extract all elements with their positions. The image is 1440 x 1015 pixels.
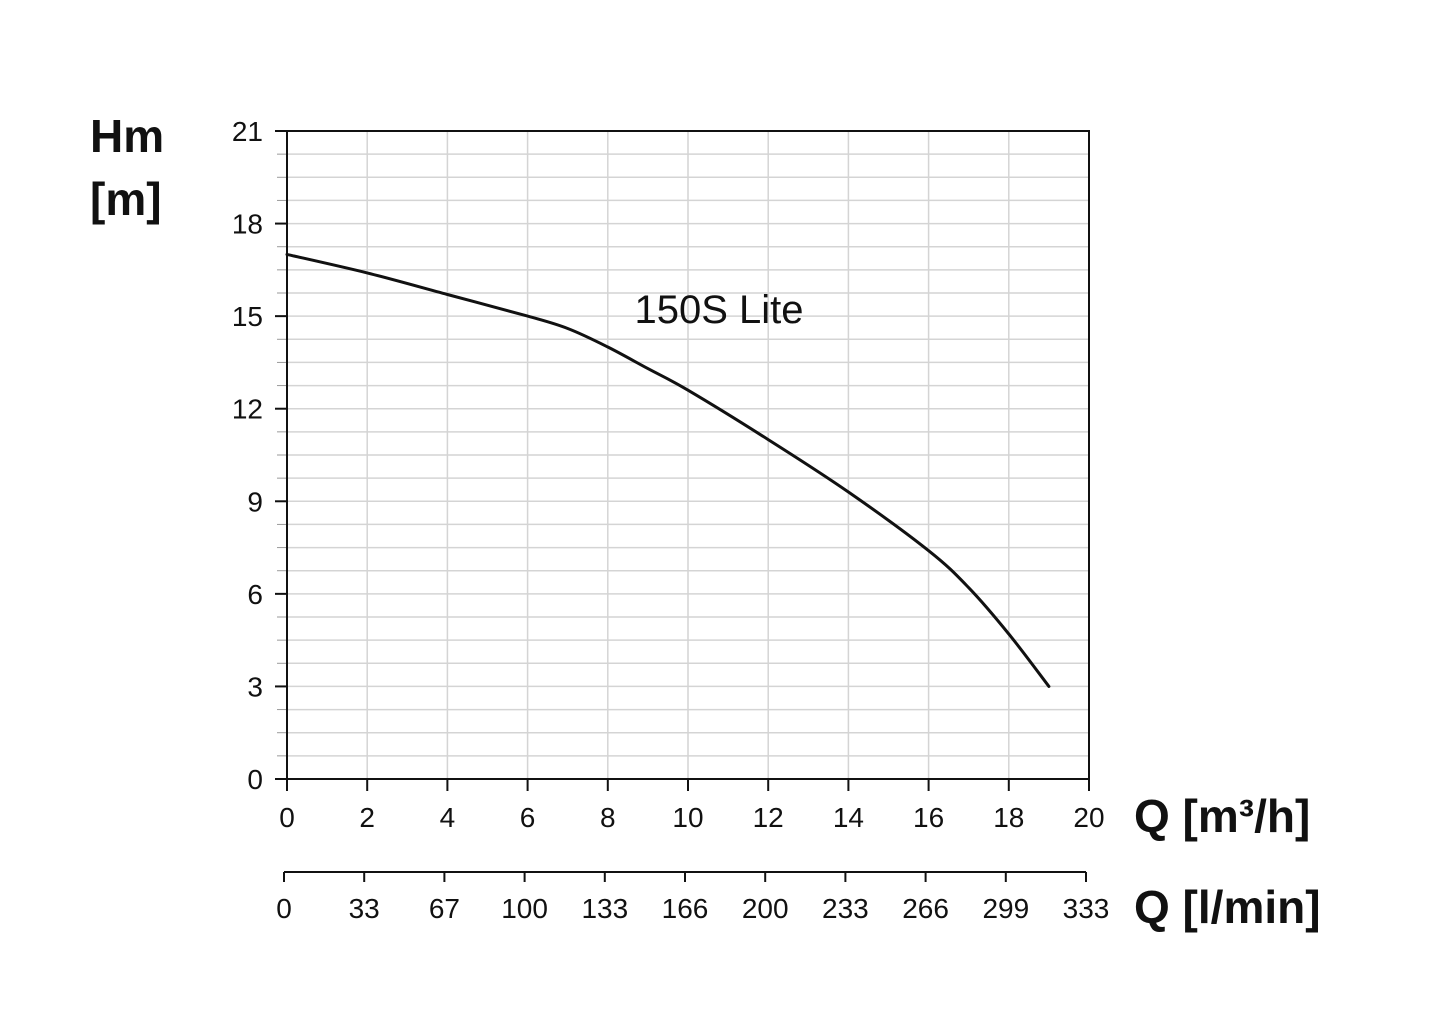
x2-tick-label: 133 <box>581 893 628 924</box>
x-tick-label: 18 <box>993 802 1024 833</box>
curve-annotation: 150S Lite <box>634 288 803 332</box>
x2-tick-label: 200 <box>742 893 789 924</box>
grid <box>277 131 1089 779</box>
y-tick-label: 0 <box>247 764 263 795</box>
y-tick-label: 21 <box>232 116 263 147</box>
x-tick-label: 16 <box>913 802 944 833</box>
x2-tick-label: 33 <box>349 893 380 924</box>
x-tick-label: 14 <box>833 802 864 833</box>
x-tick-label: 0 <box>279 802 295 833</box>
x2-tick-label: 67 <box>429 893 460 924</box>
x2-tick-label: 166 <box>662 893 709 924</box>
x-tick-label: 8 <box>600 802 616 833</box>
axes <box>275 130 1090 882</box>
x2-axis-title: Q [l/min] <box>1134 881 1321 933</box>
y-axis-title-line1: Hm <box>90 110 164 162</box>
x2-tick-label: 0 <box>276 893 292 924</box>
y-tick-label: 9 <box>247 486 263 517</box>
x-tick-label: 20 <box>1073 802 1104 833</box>
x-tick-label: 12 <box>753 802 784 833</box>
y-tick-label: 18 <box>232 209 263 240</box>
y-axis-title-line2: [m] <box>90 173 162 225</box>
series <box>285 252 1051 688</box>
x2-tick-label: 100 <box>501 893 548 924</box>
x-tick-label: 10 <box>672 802 703 833</box>
x2-tick-label: 299 <box>982 893 1029 924</box>
x2-tick-label: 233 <box>822 893 869 924</box>
y-tick-label: 15 <box>232 301 263 332</box>
x2-tick-label: 266 <box>902 893 949 924</box>
x-tick-label: 6 <box>520 802 536 833</box>
y-tick-label: 3 <box>247 671 263 702</box>
x2-tick-label: 333 <box>1063 893 1110 924</box>
x-tick-label: 2 <box>359 802 375 833</box>
series-line-150s-lite <box>285 252 1051 688</box>
x-tick-label: 4 <box>440 802 456 833</box>
x-axis-title: Q [m³/h] <box>1134 790 1310 842</box>
y-tick-label: 12 <box>232 394 263 425</box>
y-tick-label: 6 <box>247 579 263 610</box>
